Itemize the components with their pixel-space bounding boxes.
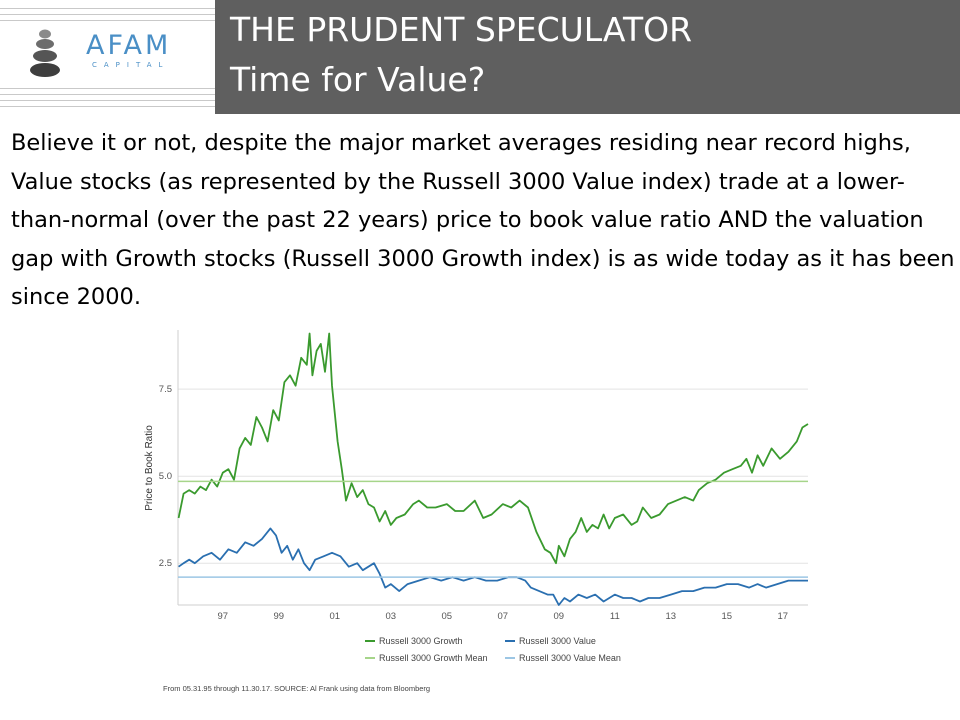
slide-title: THE PRUDENT SPECULATOR: [230, 10, 692, 49]
legend-entry: Russell 3000 Growth Mean: [379, 653, 488, 663]
series-line-1: [178, 527, 808, 606]
slide-subtitle: Time for Value?: [230, 60, 486, 99]
x-tick-label: 11: [610, 611, 620, 622]
x-tick-labels: 97 99 01 03 05 07 09 11 13 15 17: [218, 611, 789, 622]
legend-entry: Russell 3000 Value Mean: [519, 653, 621, 663]
x-tick-label: 15: [722, 611, 733, 622]
logo-subtext: CAPITAL: [92, 61, 170, 69]
stacked-stones-icon: [30, 29, 60, 77]
slide-header: AFAM CAPITAL THE PRUDENT SPECULATOR Time…: [0, 0, 960, 114]
x-tick-label: 09: [554, 611, 565, 622]
chart-series: [177, 332, 809, 606]
legend-entry: Russell 3000 Value: [519, 636, 596, 646]
logo-wordmark: AFAM: [86, 30, 172, 61]
source-note: From 05.31.95 through 11.30.17. SOURCE: …: [163, 684, 431, 693]
x-tick-label: 07: [498, 611, 509, 622]
x-tick-label: 01: [330, 611, 341, 622]
x-tick-label: 97: [218, 611, 229, 622]
x-tick-label: 13: [666, 611, 677, 622]
body-paragraph: Believe it or not, despite the major mar…: [11, 130, 955, 310]
y-tick-label: 5.0: [159, 471, 172, 482]
chart-legend: Russell 3000 Growth Russell 3000 Value Rus…: [365, 636, 621, 663]
x-tick-label: 03: [386, 611, 397, 622]
y-tick-label: 2.5: [159, 558, 172, 569]
x-tick-label: 99: [274, 611, 285, 622]
y-tick-labels: 2.5 5.0 7.5: [159, 384, 172, 569]
logo-panel: AFAM CAPITAL: [0, 0, 215, 114]
chart-axes: [177, 330, 808, 606]
y-tick-label: 7.5: [159, 384, 172, 395]
legend-entry: Russell 3000 Growth: [379, 636, 463, 646]
x-tick-label: 05: [442, 611, 453, 622]
y-axis-label: Price to Book Ratio: [144, 425, 155, 511]
x-tick-label: 17: [778, 611, 789, 622]
series-line-0: [177, 332, 809, 565]
